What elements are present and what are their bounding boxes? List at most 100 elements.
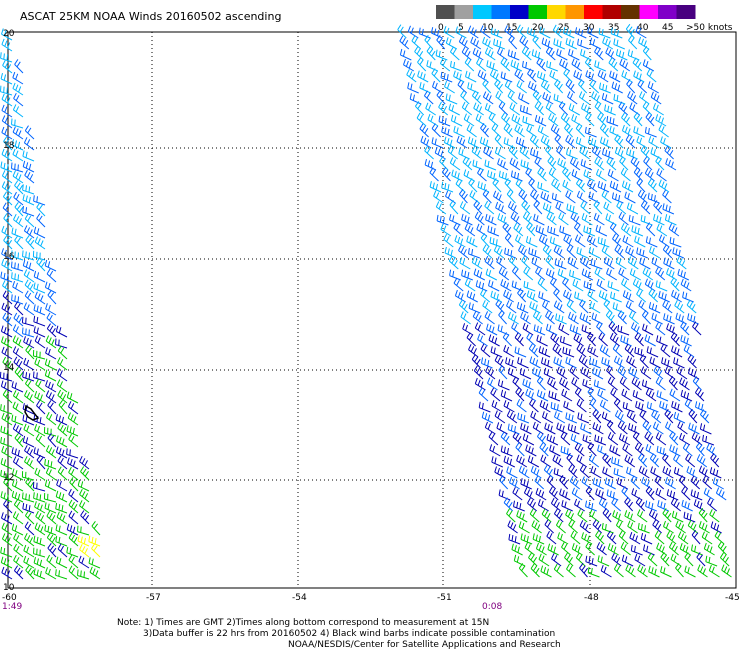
- wind-barb: [568, 519, 578, 534]
- wind-barb: [532, 367, 544, 380]
- wind-barb: [662, 203, 675, 215]
- wind-barb: [1, 225, 13, 239]
- wind-barb: [589, 509, 600, 523]
- wind-barb: [618, 433, 631, 446]
- wind-barb: [563, 234, 574, 248]
- wind-barb: [642, 59, 655, 72]
- wind-barb: [569, 475, 581, 490]
- wind-barb: [664, 145, 674, 160]
- wind-barb: [561, 388, 573, 402]
- wind-barb: [633, 70, 645, 83]
- lon-label-54: -54: [292, 593, 307, 603]
- wind-barb: [575, 123, 585, 138]
- wind-barb: [695, 441, 705, 457]
- wind-barb: [637, 79, 648, 94]
- wind-barb: [578, 91, 590, 105]
- wind-barb: [537, 499, 549, 512]
- wind-barb: [523, 487, 535, 501]
- wind-barb: [423, 90, 434, 105]
- wind-barb: [571, 487, 583, 501]
- wind-barb: [45, 380, 57, 393]
- wind-barb: [664, 366, 676, 380]
- wind-barb: [443, 136, 456, 149]
- wind-barb: [588, 454, 600, 468]
- wind-barb: [471, 256, 483, 270]
- wind-barb: [518, 465, 530, 479]
- wind-barb: [626, 355, 637, 369]
- wind-barb: [702, 475, 713, 490]
- wind-barb: [507, 423, 520, 435]
- wind-barb: [55, 569, 68, 580]
- wind-barb: [498, 101, 509, 116]
- wind-barb: [675, 563, 684, 578]
- wind-barb: [484, 255, 495, 270]
- wind-barb: [580, 366, 592, 380]
- wind-barb: [597, 388, 609, 402]
- wind-barb: [553, 300, 565, 314]
- lat-label-14: 14: [3, 363, 15, 373]
- wind-barb: [574, 387, 585, 402]
- wind-barb: [499, 475, 509, 490]
- wind-barb: [445, 190, 456, 204]
- wind-barb: [576, 343, 587, 358]
- wind-barb: [11, 479, 24, 492]
- wind-barb: [650, 147, 662, 160]
- wind-barb: [518, 92, 530, 105]
- wind-barb: [13, 191, 24, 206]
- wind-barb: [429, 167, 439, 182]
- wind-barb: [548, 390, 561, 402]
- wind-barb: [656, 335, 668, 347]
- wind-barb: [530, 563, 540, 578]
- wind-barb: [443, 26, 455, 39]
- wind-barb: [550, 401, 563, 413]
- wind-barb: [597, 555, 610, 567]
- wind-barb: [69, 477, 79, 492]
- wind-barb: [573, 70, 585, 83]
- legend-swatch: [676, 5, 696, 19]
- wind-barb: [610, 27, 623, 39]
- wind-barb: [2, 280, 13, 294]
- wind-barb: [607, 376, 618, 391]
- wind-barb: [497, 158, 509, 171]
- wind-barb: [625, 23, 635, 39]
- wind-barb: [68, 488, 79, 503]
- wind-barb: [628, 310, 639, 325]
- wind-barb: [473, 102, 484, 116]
- wind-barb: [34, 467, 46, 481]
- wind-barb: [673, 453, 684, 468]
- wind-barb: [553, 288, 563, 303]
- wind-barb: [1, 302, 13, 316]
- wind-barb: [570, 433, 583, 446]
- wind-barb: [527, 497, 538, 512]
- wind-barb: [494, 79, 504, 94]
- wind-barb: [626, 466, 638, 479]
- wind-barb: [0, 380, 13, 393]
- wind-barb: [545, 145, 554, 160]
- wind-barb: [484, 159, 497, 171]
- wind-barb: [68, 554, 79, 569]
- wind-barb: [644, 167, 655, 182]
- legend-swatch: [528, 5, 548, 19]
- wind-barb: [627, 256, 639, 270]
- wind-barb: [522, 211, 533, 226]
- wind-barb: [643, 544, 655, 556]
- wind-barb: [625, 245, 637, 259]
- wind-barb: [512, 486, 523, 501]
- wind-barb: [573, 222, 584, 237]
- wind-barb: [491, 400, 503, 413]
- wind-barb: [597, 69, 609, 83]
- wind-barb: [644, 431, 655, 446]
- wind-barb: [47, 290, 57, 305]
- wind-barb: [11, 414, 24, 426]
- wind-barb: [518, 189, 528, 204]
- wind-barb: [687, 313, 699, 325]
- wind-barb: [648, 302, 661, 314]
- map-title: ASCAT 25KM NOAA Winds 20160502 ascending: [20, 10, 281, 23]
- wind-barb: [660, 552, 670, 567]
- wind-barb: [655, 432, 667, 446]
- wind-barb: [698, 465, 710, 479]
- wind-barb: [512, 431, 523, 446]
- wind-barb: [542, 92, 554, 105]
- wind-barb: [585, 112, 595, 127]
- wind-barb: [471, 145, 482, 160]
